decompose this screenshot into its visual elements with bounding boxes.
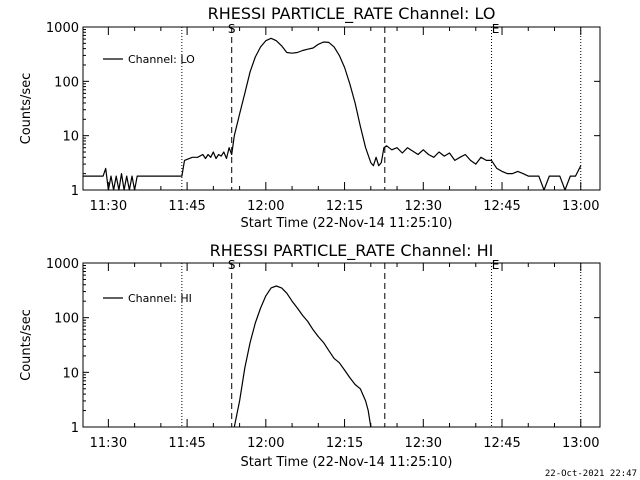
chart-panel-2: RHESSI PARTICLE_RATE Channel: HIS E 1 10 100…	[19, 241, 601, 470]
x-tick-label: 11:30	[90, 199, 127, 214]
y-tick-label: 1000	[46, 257, 79, 272]
legend-label: Channel: HI	[128, 292, 192, 305]
x-tick-label: 11:45	[168, 436, 205, 451]
plot-frame	[82, 262, 601, 428]
end-marker: E	[492, 258, 500, 272]
timestamp: 22-Oct-2021 22:47	[545, 469, 637, 479]
series-line-channelhi	[233, 285, 372, 428]
x-tick-label: 12:45	[483, 436, 520, 451]
x-tick-label: 12:00	[247, 199, 284, 214]
y-axis-label: Counts/sec	[19, 73, 34, 145]
x-tick-label: 12:15	[326, 199, 363, 214]
chart-panel-1: RHESSI PARTICLE_RATE Channel: LOS E 1 10 100…	[19, 4, 601, 231]
x-tick-label: 11:30	[90, 436, 127, 451]
start-marker: S	[228, 22, 236, 36]
x-tick-label: 12:30	[405, 436, 442, 451]
end-marker: E	[492, 22, 500, 36]
series-line-channello	[83, 37, 582, 191]
y-tick-label: 10	[62, 130, 79, 145]
x-tick-label: 12:00	[247, 436, 284, 451]
chart-title: RHESSI PARTICLE_RATE Channel: LO	[208, 4, 496, 24]
x-tick-label: 13:00	[562, 436, 599, 451]
plot-frame	[82, 26, 601, 191]
x-tick-label: 13:00	[562, 199, 599, 214]
y-tick-label: 100	[54, 312, 79, 327]
x-axis-label: Start Time (22-Nov-14 11:25:10)	[241, 455, 453, 470]
chart-title: RHESSI PARTICLE_RATE Channel: HI	[210, 241, 494, 261]
y-tick-label: 1000	[46, 21, 79, 36]
y-tick-label: 100	[54, 75, 79, 90]
y-tick-label: 10	[62, 366, 79, 381]
y-tick-label: 1	[71, 421, 79, 436]
x-tick-label: 11:45	[168, 199, 205, 214]
x-axis-label: Start Time (22-Nov-14 11:25:10)	[241, 216, 453, 231]
legend-label: Channel: LO	[128, 53, 195, 66]
y-axis-label: Counts/sec	[19, 309, 34, 381]
start-marker: S	[228, 258, 236, 272]
y-tick-label: 1	[71, 184, 79, 199]
x-tick-label: 12:45	[483, 199, 520, 214]
x-tick-label: 12:15	[326, 436, 363, 451]
x-tick-label: 12:30	[405, 199, 442, 214]
